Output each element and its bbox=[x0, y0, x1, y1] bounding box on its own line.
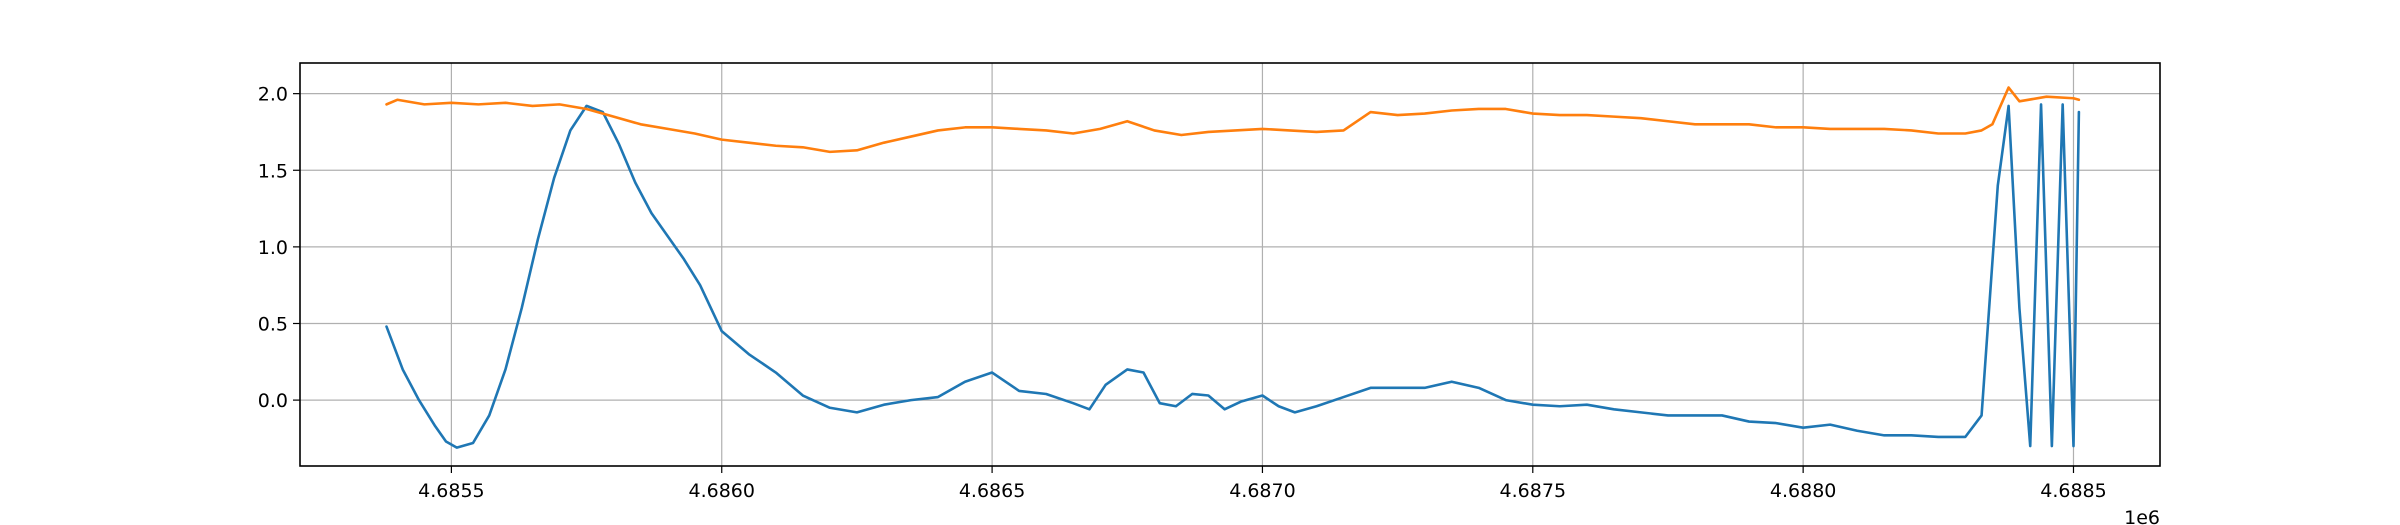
x-tick-label: 4.6865 bbox=[959, 480, 1025, 502]
y-tick-label: 2.0 bbox=[258, 84, 288, 106]
x-tick-label: 4.6880 bbox=[1770, 480, 1836, 502]
y-axis: 0.0 0.5 1.0 1.5 2.0 bbox=[258, 84, 300, 412]
x-tick-label: 4.6870 bbox=[1229, 480, 1295, 502]
series-line-1 bbox=[385, 103, 2081, 449]
grid bbox=[300, 63, 2160, 466]
x-axis: 4.6855 4.6860 4.6865 4.6870 4.6875 4.6880 4.68… bbox=[418, 466, 2107, 502]
x-tick-label: 4.6885 bbox=[2040, 480, 2106, 502]
x-tick-label: 4.6855 bbox=[418, 480, 484, 502]
y-tick-label: 0.5 bbox=[258, 313, 288, 335]
x-tick-label: 4.6875 bbox=[1500, 480, 1566, 502]
y-tick-label: 1.5 bbox=[258, 160, 288, 182]
x-offset-label: 1e6 bbox=[2124, 507, 2160, 525]
y-tick-label: 1.0 bbox=[258, 237, 288, 259]
axes-frame bbox=[299, 62, 2161, 467]
series-layer bbox=[385, 86, 2081, 449]
series-line-2 bbox=[385, 86, 2081, 154]
y-tick-label: 0.0 bbox=[258, 390, 288, 412]
x-tick-label: 4.6860 bbox=[689, 480, 755, 502]
